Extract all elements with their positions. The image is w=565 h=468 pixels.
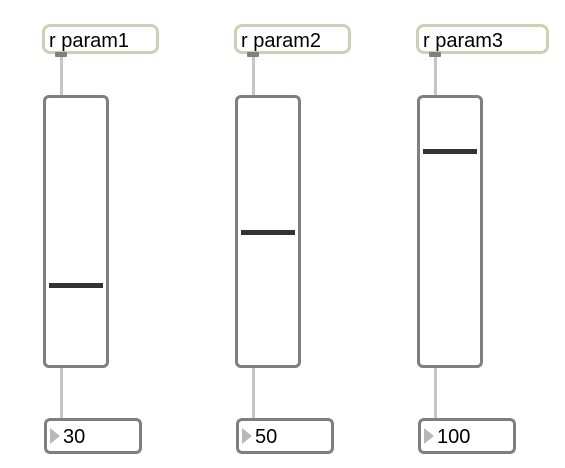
channel-param2: r param2 50: [234, 0, 364, 468]
slider-thumb[interactable]: [423, 149, 477, 155]
number-box-param1[interactable]: 30: [44, 418, 142, 454]
patch-cord[interactable]: [60, 56, 63, 96]
patch-cord[interactable]: [434, 56, 437, 96]
outlet-icon[interactable]: [429, 52, 441, 57]
number-box-param3[interactable]: 100: [418, 418, 516, 454]
triangle-right-icon: [50, 428, 60, 444]
channel-param3: r param3 100: [416, 0, 549, 468]
patch-cord[interactable]: [252, 366, 255, 420]
channel-param1: r param1 30: [42, 0, 172, 468]
receive-object-label: r param2: [241, 30, 322, 52]
slider-thumb[interactable]: [241, 229, 295, 235]
receive-object-param3[interactable]: r param3: [416, 24, 549, 57]
patch-cord[interactable]: [60, 366, 63, 420]
receive-object-label: r param3: [423, 30, 504, 52]
receive-object-param1[interactable]: r param1: [42, 24, 159, 57]
patch-cord[interactable]: [252, 56, 255, 96]
outlet-icon[interactable]: [247, 52, 259, 57]
patch-cord[interactable]: [434, 366, 437, 420]
number-value: 50: [255, 426, 278, 448]
triangle-right-icon: [424, 428, 434, 444]
outlet-icon[interactable]: [55, 52, 67, 57]
receive-object-label: r param1: [49, 30, 130, 52]
number-value: 30: [63, 426, 86, 448]
triangle-right-icon: [242, 428, 252, 444]
slider-param3[interactable]: [417, 95, 483, 368]
slider-thumb[interactable]: [49, 282, 103, 288]
slider-param2[interactable]: [235, 95, 301, 368]
number-value: 100: [437, 426, 471, 448]
slider-param1[interactable]: [43, 95, 109, 368]
receive-object-param2[interactable]: r param2: [234, 24, 351, 57]
number-box-param2[interactable]: 50: [236, 418, 334, 454]
